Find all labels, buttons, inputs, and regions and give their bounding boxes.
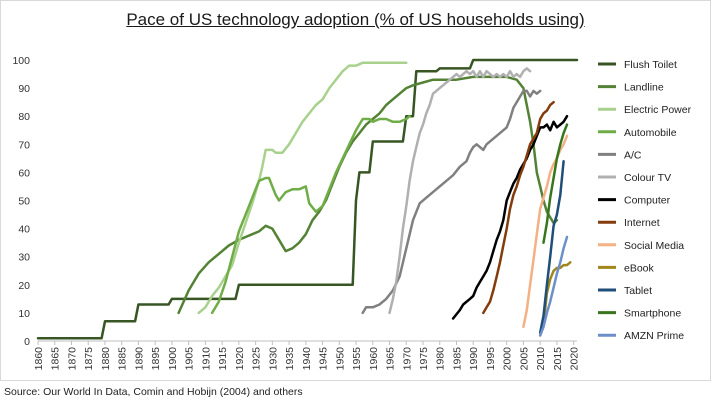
line-chart: 0 10 20 30 40 50 60 70 80 90 100 1860 1865 1870 1875 18… [12,55,692,371]
x-tick-label: 1870 [66,347,78,371]
x-tick-label: 1990 [468,347,480,371]
x-tick-label: 1925 [251,347,263,371]
y-tick-label: 30 [18,252,30,264]
x-tick-label: 1885 [117,347,129,371]
x-tick-label: 1965 [385,347,397,371]
x-tick-label: 1940 [301,347,313,371]
x-tick-label: 1910 [200,347,212,371]
x-tick-label: 1985 [451,347,463,371]
legend-label: eBook [624,262,655,274]
series-line [451,114,569,320]
series-line [538,235,569,337]
series-line [197,61,408,315]
legend-label: AMZN Prime [624,330,684,342]
x-tick-label: 1875 [83,347,95,371]
legend-label: A/C [624,149,642,161]
series-line [210,114,411,315]
y-tick-label: 50 [18,196,30,208]
x-tick-label: 1865 [50,347,62,371]
legend-label: Social Media [624,240,684,252]
y-tick-label: 20 [18,280,30,292]
source-note: Source: Our World In Data, Comin and Hob… [4,386,303,398]
series-line [538,159,565,334]
series-line [388,67,532,315]
x-tick-label: 1930 [267,347,279,371]
legend-label: Automobile [624,127,677,139]
x-tick-label: 1915 [217,347,229,371]
legend-label: Tablet [624,285,652,297]
legend-label: Colour TV [624,172,671,184]
legend-label: Landline [624,82,664,94]
x-tick-label: 1935 [284,347,296,371]
legend-label: Internet [624,217,660,229]
x-tick-label: 1860 [33,347,45,371]
x-tick-label: 2005 [518,347,530,371]
x-tick-label: 1955 [351,347,363,371]
y-tick-label: 60 [18,167,30,179]
x-tick-label: 1945 [318,347,330,371]
x-tick-label: 2000 [502,347,514,371]
y-tick-label: 100 [12,55,30,67]
x-tick-label: 2010 [535,347,547,371]
x-tick-label: 1905 [184,347,196,371]
y-tick-label: 0 [24,336,30,348]
legend-label: Electric Power [624,104,692,116]
x-tick-label: 1960 [368,347,380,371]
x-tick-label: 1975 [418,347,430,371]
x-tick-label: 1920 [234,347,246,371]
x-tick-label: 1880 [100,347,112,371]
x-tick-label: 2015 [552,347,564,371]
y-tick-label: 80 [18,111,30,123]
chart-frame [0,0,711,381]
series-line [482,100,555,315]
legend-label: Smartphone [624,308,681,320]
y-tick-label: 40 [18,224,30,236]
chart-title: Pace of US technology adoption (% of US … [126,10,585,29]
y-tick-label: 90 [18,83,30,95]
y-tick-label: 10 [18,308,30,320]
series-line [361,89,542,315]
x-tick-label: 1995 [485,347,497,371]
y-tick-label: 70 [18,139,30,151]
x-tick-label: 2020 [569,347,581,371]
x-tick-label: 1970 [401,347,413,371]
series-line [36,58,579,340]
series-line [542,123,569,244]
legend-label: Flush Toilet [624,59,677,71]
x-tick-label: 1980 [435,347,447,371]
legend-label: Computer [624,195,671,207]
x-tick-label: 1950 [334,347,346,371]
x-tick-label: 1895 [150,347,162,371]
x-tick-label: 1900 [167,347,179,371]
x-tick-label: 1890 [133,347,145,371]
series-line [177,75,559,315]
